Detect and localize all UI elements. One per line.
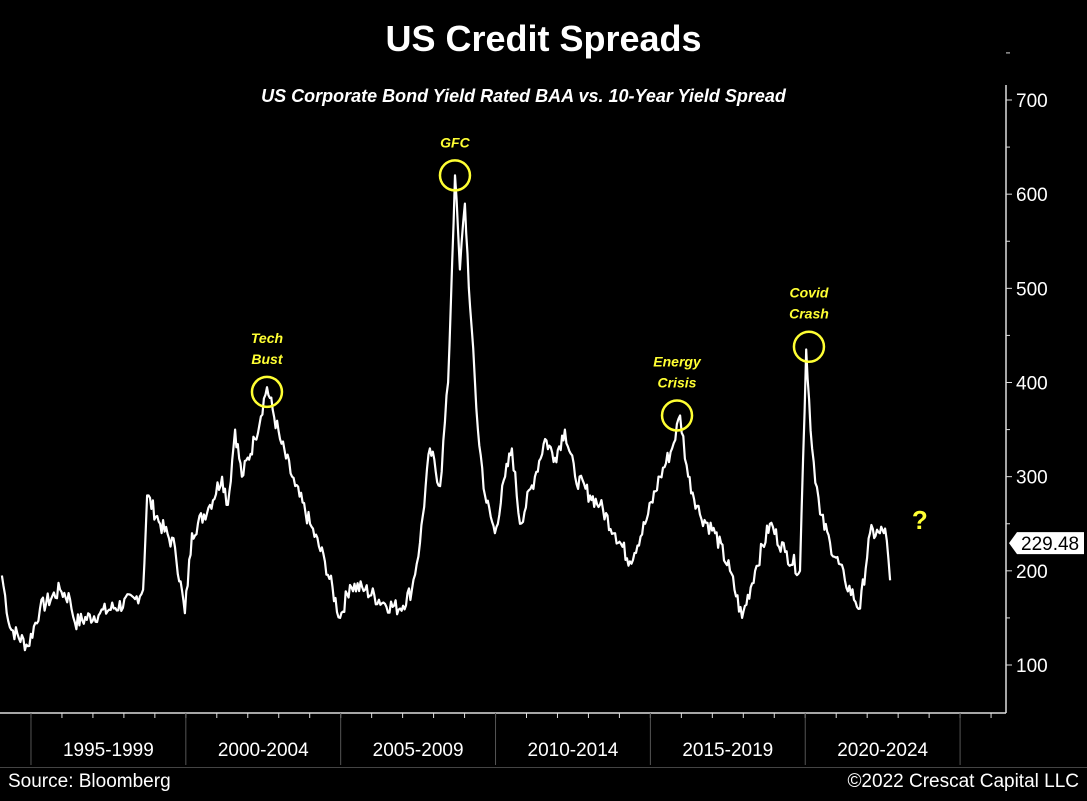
annotation-circle (660, 399, 694, 432)
spread-line (0, 174, 892, 652)
chart-subtitle: US Corporate Bond Yield Rated BAA vs. 10… (261, 86, 786, 106)
copyright-label: ©2022 Crescat Capital LLC (847, 771, 1079, 792)
source-label: Source: Bloomberg (8, 771, 171, 792)
y-tick-label: 400 (1016, 374, 1048, 395)
x-tick-label: 2010-2014 (528, 740, 619, 761)
x-tick-label: 2000-2004 (218, 740, 309, 761)
annotation-label: Crash (789, 306, 829, 322)
y-tick-label: 300 (1016, 468, 1048, 489)
annotation-label: Crisis (658, 374, 697, 390)
annotation-label: Energy (653, 353, 702, 369)
y-tick-label: 500 (1016, 279, 1048, 300)
x-tick-label: 2020-2024 (837, 740, 928, 761)
y-tick-label: 700 (1016, 91, 1048, 112)
annotation-circle (792, 330, 826, 363)
last-value-tag (1009, 532, 1084, 555)
x-tick-label: 2015-2019 (682, 740, 773, 761)
y-tick-label: 600 (1016, 185, 1048, 206)
footer-divider (0, 767, 1087, 768)
y-tick-label: 100 (1016, 656, 1048, 677)
chart-title: US Credit Spreads (385, 18, 702, 59)
annotation-label: Tech (251, 330, 283, 346)
annotation-label: Bust (251, 351, 283, 367)
annotation-label: Covid (790, 285, 829, 301)
annotation-circle (250, 375, 284, 409)
annotation-circle (438, 159, 472, 192)
question-mark: ? (912, 505, 928, 535)
last-value-label: 229.48 (1021, 534, 1079, 555)
annotation-label: GFC (440, 134, 470, 150)
x-tick-label: 2005-2009 (373, 740, 464, 761)
y-tick-label: 200 (1016, 562, 1048, 583)
x-tick-label: 1995-1999 (63, 740, 154, 761)
